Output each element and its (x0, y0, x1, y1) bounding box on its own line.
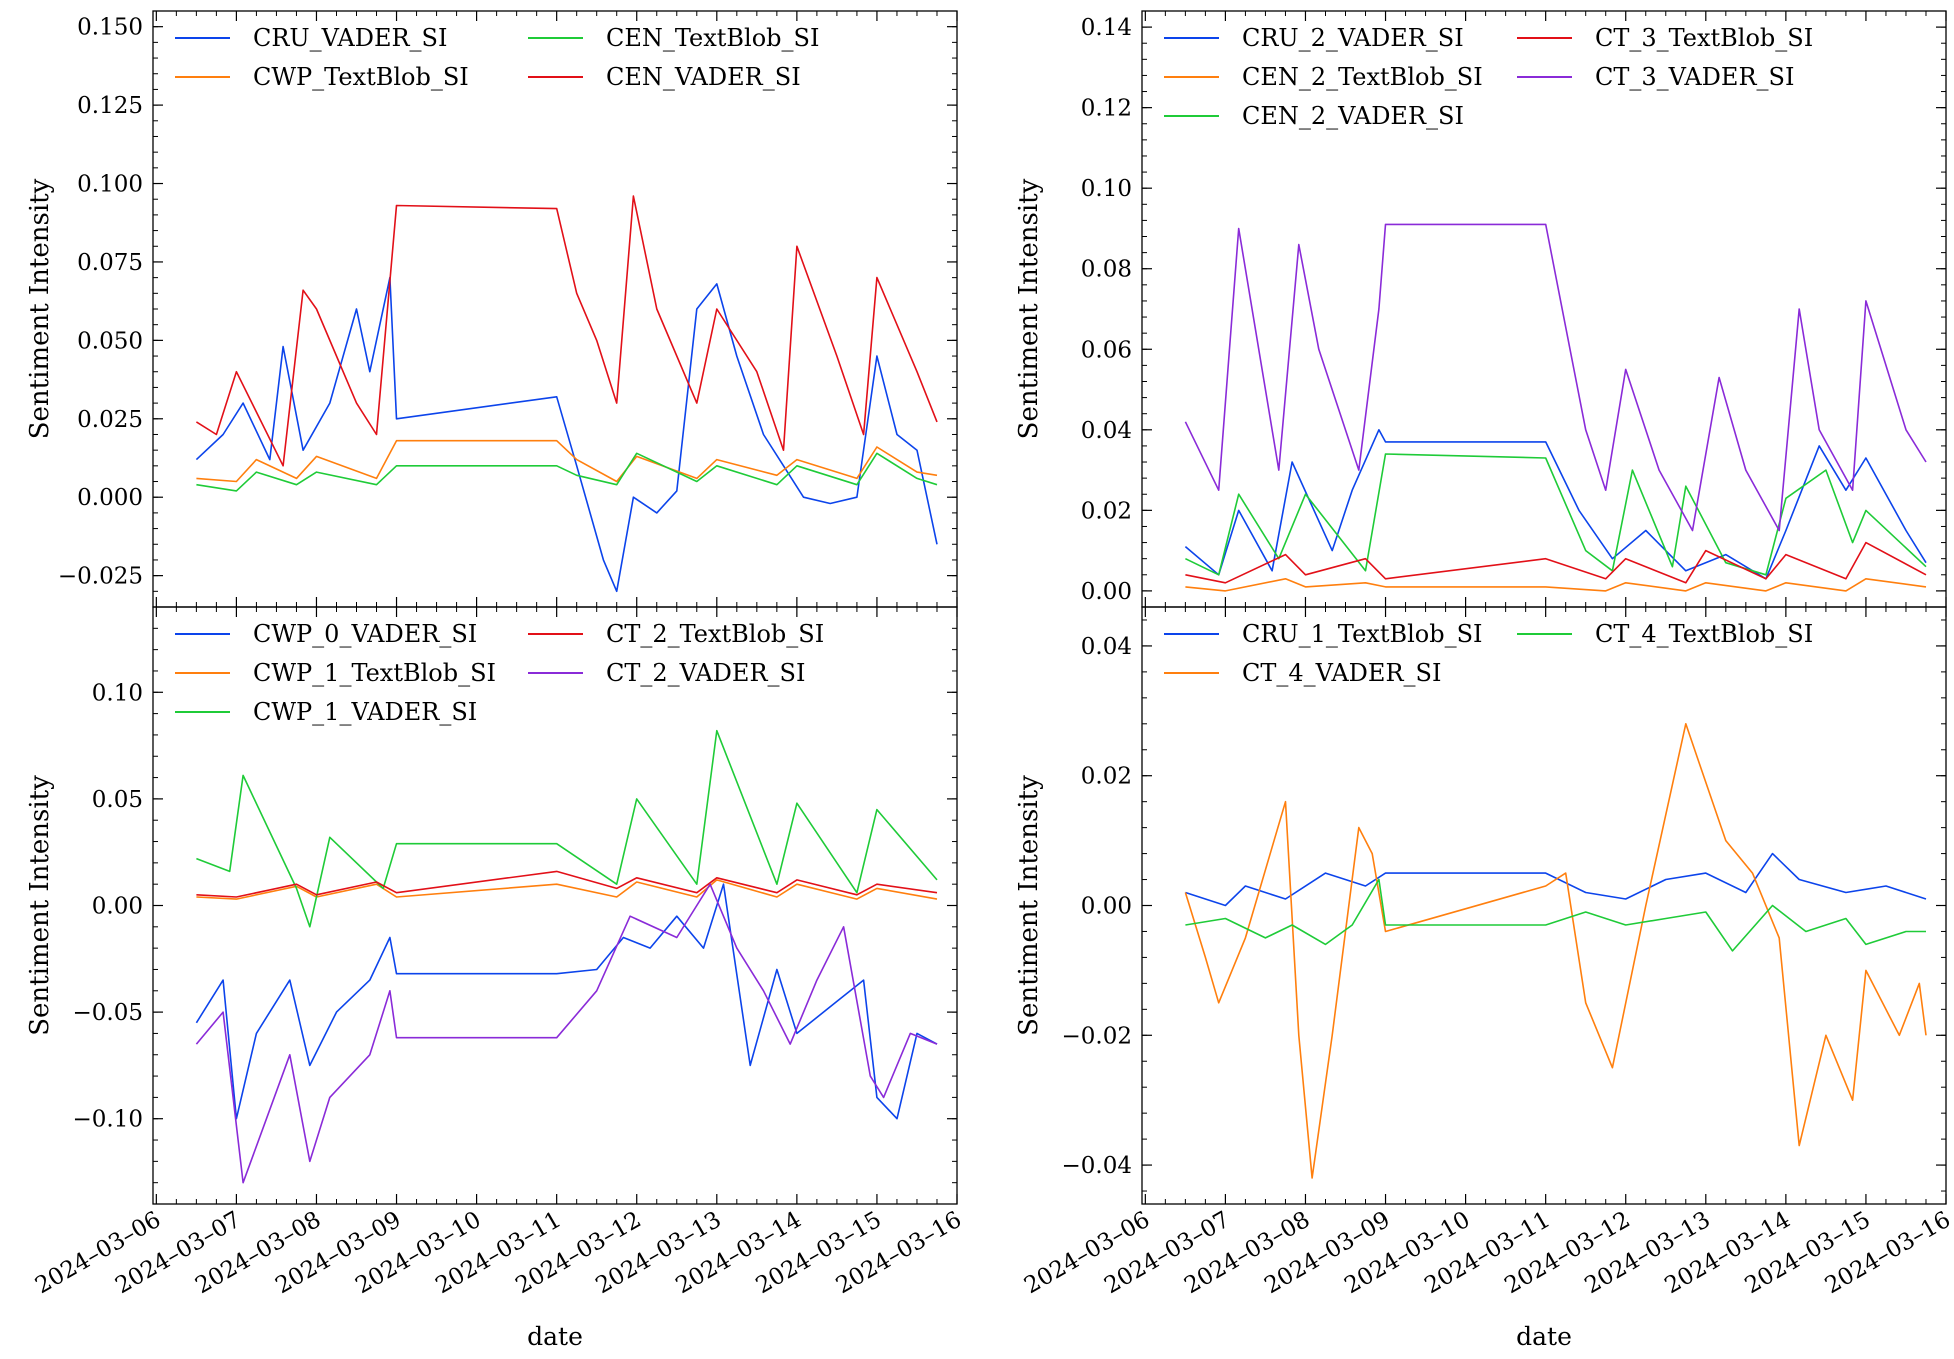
legend-label: CWP_TextBlob_SI (253, 63, 469, 91)
y-tick-label: 0.10 (92, 680, 143, 706)
x-axis-label: date (1516, 1322, 1572, 1351)
x-axis-label: date (527, 1322, 583, 1351)
legend-label: CEN_2_TextBlob_SI (1242, 63, 1483, 91)
series-line-ct-2-vader-si (195, 883, 938, 1184)
y-tick-label: 0.100 (77, 172, 143, 198)
y-axis-label: Sentiment Intensity (1014, 775, 1044, 1036)
y-tick-label: 0.06 (1081, 337, 1132, 363)
y-tick-label: 0.02 (1081, 498, 1132, 524)
y-tick-label: 0.10 (1081, 176, 1132, 202)
legend-label: CT_2_VADER_SI (606, 659, 805, 687)
legend-label: CT_4_TextBlob_SI (1595, 620, 1813, 648)
y-tick-label: 0.000 (77, 485, 143, 511)
series-line-cru-1-textblob-si (1185, 852, 1927, 907)
y-tick-label: 0.00 (92, 894, 143, 920)
legend-label: CWP_0_VADER_SI (253, 620, 477, 648)
series-line-ct-2-textblob-si (196, 870, 938, 898)
series-line-cwp-textblob-si (196, 439, 938, 483)
y-tick-label: −0.04 (1062, 1153, 1132, 1179)
series-line-ct-4-vader-si (1184, 723, 1927, 1179)
series-line-cen-textblob-si (196, 452, 938, 492)
series-line-cru-vader-si (195, 276, 938, 593)
y-tick-label: 0.075 (77, 250, 143, 276)
legend-label: CRU_VADER_SI (253, 24, 447, 52)
series-line-ct-3-textblob-si (1185, 541, 1927, 584)
series-line-cwp-0-vader-si (195, 883, 938, 1120)
legend-label: CT_3_TextBlob_SI (1595, 24, 1813, 52)
series-line-cen-2-textblob-si (1185, 578, 1927, 592)
plot-frame (152, 606, 958, 1205)
y-tick-label: 0.02 (1081, 764, 1132, 790)
y-tick-label: 0.08 (1081, 257, 1132, 283)
y-tick-label: 0.00 (1081, 579, 1132, 605)
legend-label: CEN_VADER_SI (606, 63, 801, 91)
series-line-ct-4-textblob-si (1185, 878, 1926, 952)
y-tick-label: 0.025 (77, 407, 143, 433)
series-line-cwp-1-textblob-si (196, 879, 938, 900)
y-axis-label: Sentiment Intensity (25, 178, 55, 439)
series-line-ct-3-vader-si (1184, 223, 1927, 532)
y-tick-label: 0.125 (77, 93, 143, 119)
legend-label: CT_4_VADER_SI (1242, 659, 1441, 687)
legend-label: CT_2_TextBlob_SI (606, 620, 824, 648)
y-tick-label: 0.12 (1081, 96, 1132, 122)
chart-panel-2: 0.14 0.12 0.10 0.08 0.06 0.04 0.02 0.00 Sentimen… (1014, 10, 1947, 608)
y-tick-label: 0.00 (1081, 894, 1132, 920)
plot-frame (1141, 10, 1947, 608)
y-tick-label: −0.02 (1062, 1023, 1132, 1049)
y-tick-label: 0.050 (77, 328, 143, 354)
series-line-cen-vader-si (195, 195, 938, 467)
y-tick-label: 0.04 (1081, 634, 1132, 660)
plot-frame (152, 10, 958, 608)
series-line-cru-2-vader-si (1184, 429, 1927, 580)
plot-frame (1141, 606, 1947, 1205)
chart-panel-3: 0.100.050.00−0.05−0.102024–03–062024–03–… (25, 606, 966, 1351)
y-axis-label: Sentiment Intensity (1014, 178, 1044, 439)
y-axis-label: Sentiment Intensity (25, 775, 55, 1036)
y-tick-label: −0.10 (73, 1107, 143, 1133)
y-tick-label: −0.025 (58, 564, 143, 590)
series-line-cen-2-vader-si (1185, 453, 1927, 576)
y-tick-label: 0.14 (1081, 15, 1132, 41)
legend-label: CEN_TextBlob_SI (606, 24, 819, 52)
legend-label: CRU_1_TextBlob_SI (1242, 620, 1483, 648)
chart-panel-4: 0.040.020.00−0.02−0.042024–03–062024–03–… (1014, 606, 1954, 1351)
chart-panel-1: 0.150 0.125 0.100 0.075 0.050 0.025 0.000 −0.02… (25, 10, 958, 608)
y-tick-label: 0.05 (92, 787, 143, 813)
series-line-cwp-1-vader-si (196, 729, 938, 928)
y-tick-label: −0.05 (73, 1000, 143, 1026)
legend-label: CWP_1_VADER_SI (253, 698, 477, 726)
legend-label: CWP_1_TextBlob_SI (253, 659, 496, 687)
legend-label: CRU_2_VADER_SI (1242, 24, 1464, 52)
legend-label: CEN_2_VADER_SI (1242, 102, 1464, 130)
legend-label: CT_3_VADER_SI (1595, 63, 1794, 91)
y-tick-label: 0.04 (1081, 418, 1132, 444)
y-tick-label: 0.150 (77, 15, 143, 41)
